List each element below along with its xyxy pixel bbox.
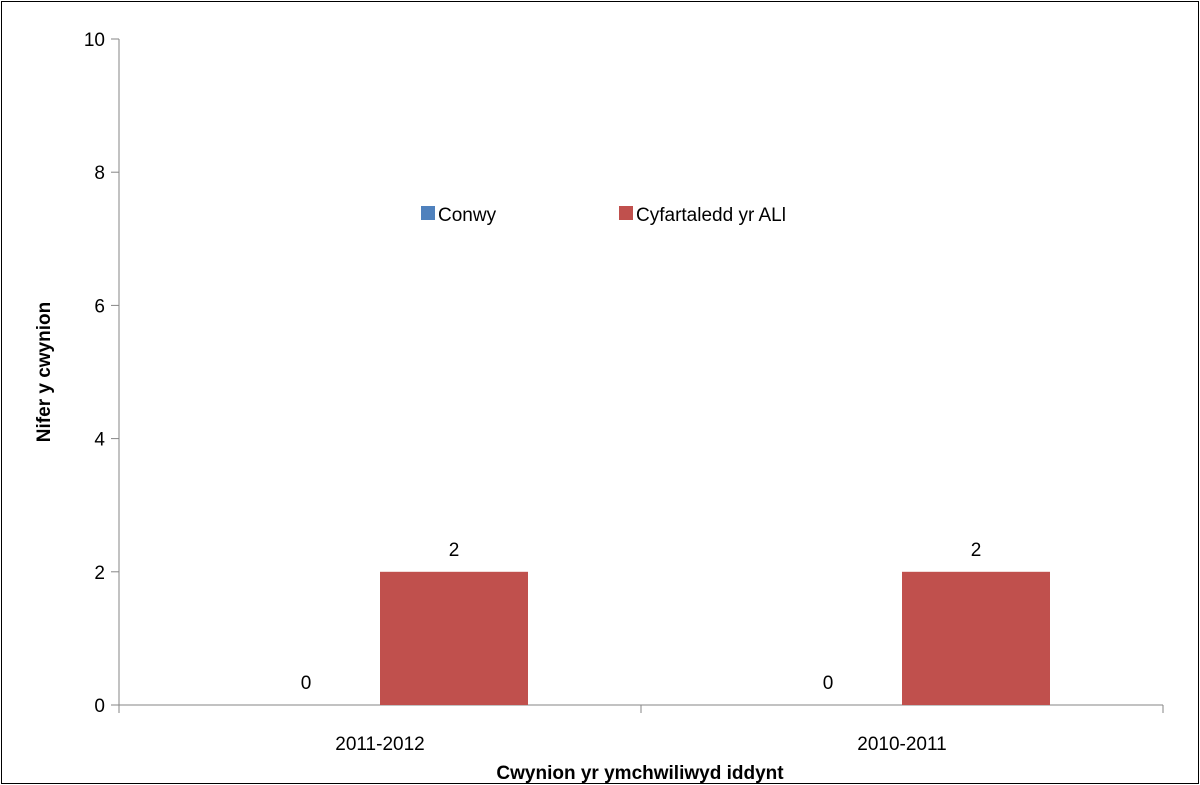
data-label: 2 [971,540,982,561]
bar [380,571,528,705]
data-label: 0 [823,673,834,694]
y-axis-title: Nifer y cwynion [34,302,55,442]
legend-label: Conwy [438,205,497,226]
legend-swatch [421,206,435,220]
y-tick-label: 6 [94,296,105,317]
y-tick-label: 0 [94,696,105,717]
x-axis-title: Cwynion yr ymchwiliwyd iddynt [496,763,784,784]
plot-area: 0 2 4 6 8 10 2011-2012 2010-2011 0 2 0 2 Conwy Cyfart… [84,30,1164,755]
y-tick-label: 2 [94,563,105,584]
bar [902,571,1050,705]
x-tick-label: 2011-2012 [335,734,424,755]
legend-swatch [619,206,633,220]
y-tick-label: 8 [94,163,105,184]
data-label: 0 [301,673,312,694]
data-label: 2 [449,540,460,561]
y-tick-label: 10 [84,30,105,51]
legend-label: Cyfartaledd yr ALl [636,205,786,226]
y-tick-label: 4 [94,430,105,451]
x-tick-label: 2010-2011 [857,734,946,755]
